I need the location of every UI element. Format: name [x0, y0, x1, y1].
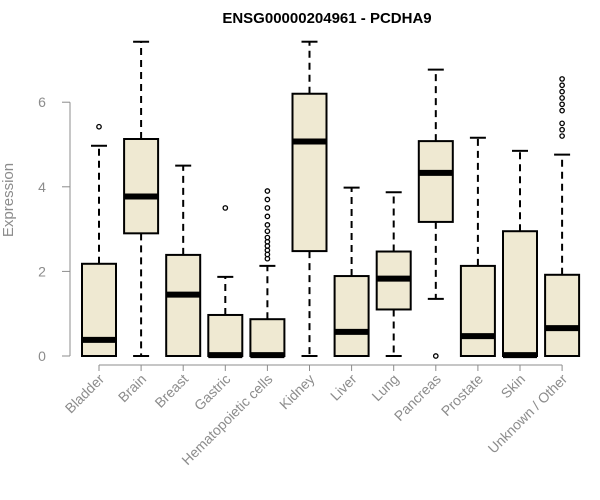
boxes	[81, 40, 581, 359]
outlier-point	[432, 353, 439, 359]
box-11	[544, 76, 581, 357]
outlier-point	[559, 88, 565, 95]
box-2	[165, 164, 202, 357]
iqr-box	[207, 313, 244, 357]
outlier-point	[559, 76, 565, 82]
x-tick-label: Lung	[368, 371, 401, 404]
iqr-box	[502, 230, 538, 357]
iqr-box	[459, 264, 496, 357]
outlier-point	[559, 82, 565, 89]
y-tick-label: 6	[38, 94, 46, 110]
outlier-point	[559, 101, 565, 108]
box-10	[502, 149, 538, 359]
outlier-point	[264, 196, 271, 203]
box-1	[123, 40, 160, 357]
box-7	[375, 191, 412, 357]
outlier-point	[559, 120, 565, 127]
iqr-box	[123, 138, 160, 235]
outlier-point	[559, 133, 565, 139]
outlier-point	[264, 234, 271, 241]
outlier-point	[264, 222, 271, 228]
y-axis: 0 2 4 6	[38, 94, 71, 364]
outlier-point	[264, 205, 271, 211]
x-tick-label: Bladder	[62, 371, 108, 417]
outlier-point	[559, 126, 565, 133]
outlier-point	[222, 205, 229, 211]
iqr-box	[333, 275, 370, 358]
x-tick-label: Breast	[151, 371, 191, 411]
box-9	[459, 136, 496, 357]
x-tick-label: Brain	[115, 371, 149, 405]
iqr-box	[165, 253, 202, 357]
chart-title: ENSG00000204961 - PCDHA9	[222, 10, 431, 27]
iqr-box	[249, 318, 286, 358]
box-5	[291, 40, 328, 357]
box-0	[81, 123, 117, 358]
x-tick-label: Prostate	[438, 371, 486, 419]
box-4	[249, 188, 286, 359]
iqr-box	[291, 92, 328, 253]
y-axis-label: Expression	[0, 163, 17, 237]
box-3	[207, 205, 244, 359]
y-tick-label: 0	[38, 348, 46, 364]
outlier-point	[264, 213, 271, 220]
box-6	[333, 186, 370, 358]
x-tick-label: Skin	[498, 371, 529, 402]
outlier-point	[264, 188, 271, 194]
outlier-point	[264, 228, 271, 235]
y-tick-label: 2	[38, 263, 46, 279]
outlier-point	[559, 107, 565, 114]
outlier-point	[559, 95, 565, 101]
x-tick-label: Kidney	[276, 371, 318, 413]
iqr-box	[544, 273, 581, 357]
iqr-box	[417, 140, 454, 223]
y-tick-label: 4	[38, 179, 46, 195]
x-tick-label: Liver	[327, 371, 360, 404]
box-8	[417, 68, 454, 359]
x-tick-label: Pancreas	[391, 371, 444, 424]
outlier-point	[96, 123, 102, 130]
x-tick-label: Unknown / Other	[485, 371, 571, 457]
